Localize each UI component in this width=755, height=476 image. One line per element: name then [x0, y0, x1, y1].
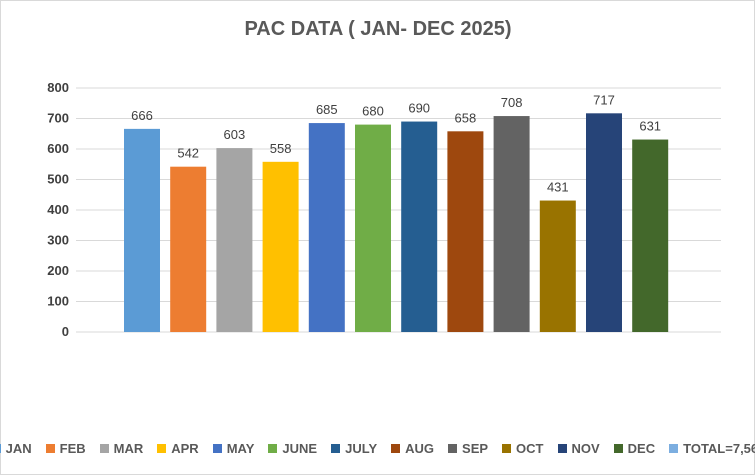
legend-swatch — [157, 444, 167, 453]
legend-swatch — [268, 444, 278, 453]
bar-june — [355, 124, 391, 332]
y-tick-label: 800 — [47, 80, 69, 95]
bar-oct — [539, 200, 576, 332]
legend-label: DEC — [627, 441, 656, 456]
bar-july — [401, 121, 438, 332]
data-label-july: 690 — [408, 101, 430, 116]
data-label-apr: 558 — [270, 141, 292, 156]
legend-item: AUG — [391, 441, 434, 456]
legend-label: APR — [171, 441, 199, 456]
y-tick-label: 400 — [47, 202, 69, 217]
y-tick-label: 600 — [47, 141, 69, 156]
y-tick-label: 0 — [62, 324, 69, 339]
bar-nov — [586, 113, 622, 332]
data-label-jan: 666 — [131, 108, 153, 123]
legend-label: NOV — [571, 441, 600, 456]
legend-label: FEB — [59, 441, 86, 456]
legend-label: MAR — [113, 441, 144, 456]
bar-may — [308, 123, 345, 332]
bar-feb — [170, 166, 207, 332]
legend-item: DEC — [613, 441, 656, 456]
data-label-mar: 603 — [224, 127, 246, 142]
bar-aug — [447, 131, 484, 332]
legend-item: NOV — [557, 441, 600, 456]
legend-swatch — [331, 444, 341, 453]
y-tick-label: 700 — [47, 111, 69, 126]
bar-mar — [216, 148, 253, 332]
bar-jan — [124, 128, 160, 332]
legend-item: JULY — [331, 441, 377, 456]
legend-label: SEP — [462, 441, 489, 456]
y-tick-label: 500 — [47, 172, 69, 187]
legend-label: TOTAL=7,569 — [683, 441, 755, 456]
bar-dec — [632, 139, 669, 332]
chart-title: PAC DATA ( JAN- DEC 2025) — [244, 18, 511, 40]
data-label-may: 685 — [316, 102, 338, 117]
legend-item: FEB — [45, 441, 86, 456]
bar-sep — [493, 116, 530, 332]
y-axis: 0 100 200 300 400 500 600 700 800 — [47, 80, 69, 339]
legend-item: APR — [157, 441, 199, 456]
legend-label: MAY — [226, 441, 255, 456]
data-labels: 666 542 603 558 685 680 690 658 708 431 717 631 — [131, 92, 661, 194]
legend-item: MAY — [212, 441, 255, 456]
legend-swatch — [613, 444, 623, 453]
data-label-nov: 717 — [593, 92, 615, 107]
legend-swatch — [502, 444, 512, 453]
data-label-dec: 631 — [639, 119, 661, 134]
legend-label: AUG — [405, 441, 435, 456]
data-label-feb: 542 — [177, 146, 199, 161]
legend-swatch — [391, 444, 401, 453]
legend-swatch — [99, 444, 109, 453]
legend: JAN FEB MAR APR MAY JUNE JULY AUG SEP OCT NOV DEC TO… — [0, 441, 755, 456]
y-tick-label: 300 — [47, 233, 69, 248]
data-label-aug: 658 — [455, 110, 477, 125]
data-label-oct: 431 — [547, 180, 569, 195]
legend-swatch — [557, 444, 567, 453]
legend-label: JULY — [345, 441, 378, 456]
legend-swatch — [669, 444, 679, 453]
legend-swatch — [448, 444, 458, 453]
legend-item: MAR — [99, 441, 144, 456]
data-label-sep: 708 — [501, 95, 523, 110]
bar-apr — [262, 161, 299, 332]
y-tick-label: 100 — [47, 294, 69, 309]
legend-item: JUNE — [268, 441, 317, 456]
bars — [124, 113, 669, 332]
legend-item: TOTAL=7,569 — [669, 441, 755, 456]
legend-label: JAN — [5, 441, 32, 456]
legend-swatch — [212, 444, 222, 453]
legend-item: OCT — [502, 441, 544, 456]
y-tick-label: 200 — [47, 263, 69, 278]
legend-label: OCT — [516, 441, 544, 456]
legend-item: JAN — [0, 441, 32, 456]
legend-swatch — [45, 444, 55, 453]
legend-label: JUNE — [282, 441, 318, 456]
legend-item: SEP — [448, 441, 488, 456]
legend-swatch — [0, 444, 1, 453]
data-label-june: 680 — [362, 104, 384, 119]
